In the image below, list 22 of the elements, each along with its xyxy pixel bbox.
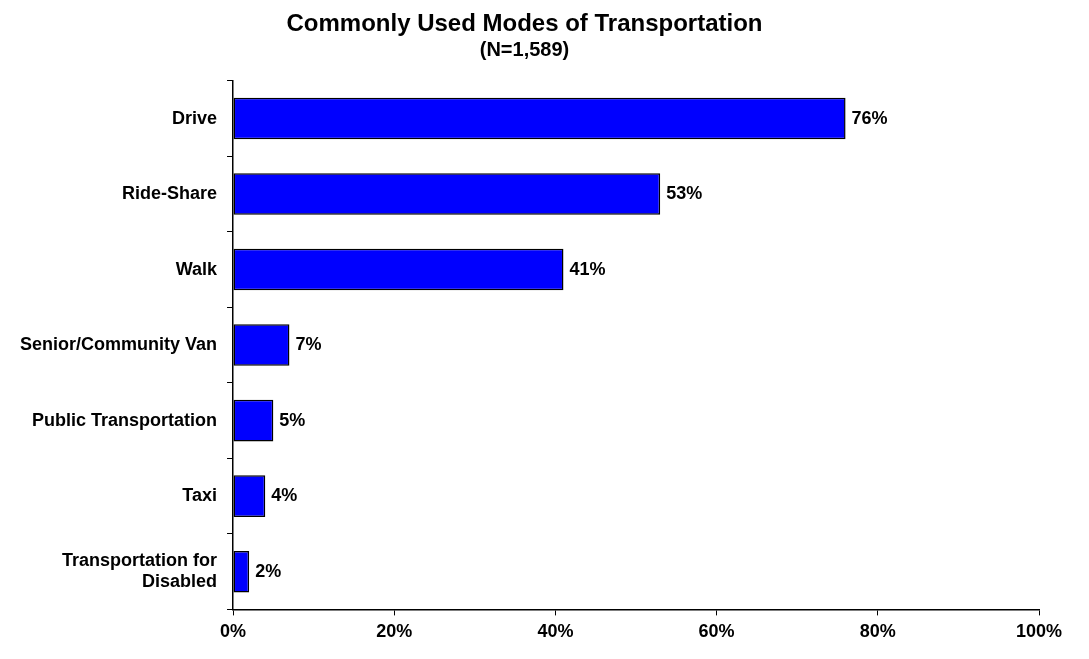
chart-subtitle: (N=1,589) [479, 38, 570, 61]
data-label: 7% [295, 334, 322, 355]
y-tick-label: Taxi [182, 485, 218, 506]
y-tick-label: Public Transportation [32, 409, 218, 430]
y-tick-label: Walk [175, 258, 219, 279]
x-tick-label: 60% [698, 621, 735, 642]
y-tick-label: Transportation for Disabled [62, 549, 218, 592]
data-label: 76% [851, 107, 888, 128]
y-tick-label: Ride-Share [122, 183, 218, 204]
data-label: 2% [255, 560, 282, 581]
x-tick-label: 40% [537, 621, 574, 642]
x-tick-label: 80% [859, 621, 896, 642]
data-label: 5% [279, 409, 306, 430]
x-tick-label: 0% [220, 621, 247, 642]
data-label: 41% [569, 258, 606, 279]
y-tick-label: Senior/Community Van [19, 334, 218, 355]
data-label: 4% [271, 485, 298, 506]
x-tick-label: 20% [376, 621, 413, 642]
data-label: 53% [666, 183, 703, 204]
y-tick-label: Drive [172, 107, 218, 128]
chart-title: Commonly Used Modes of Transportation [286, 9, 763, 37]
x-tick-label: 100% [1015, 621, 1063, 642]
